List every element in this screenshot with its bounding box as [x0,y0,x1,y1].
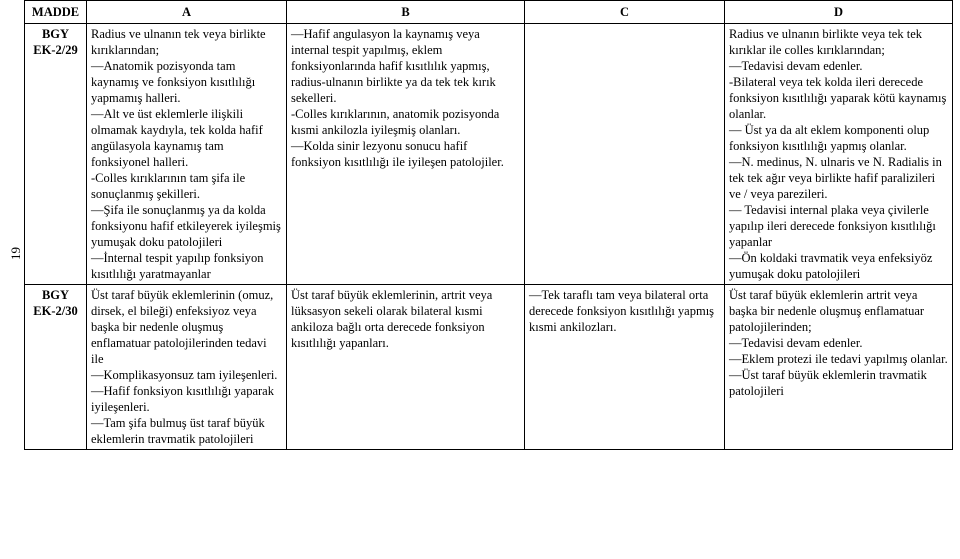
col-header-a: A [87,1,287,24]
table-header-row: MADDE A B C D [25,1,953,24]
cell-d: Üst taraf büyük eklemlerin artrit veya b… [725,285,953,450]
page: 19 MADDE A B C D BGYEK-2/29 Radius ve ul… [0,0,960,559]
cell-a: Radius ve ulnanın tek veya birlikte kırı… [87,24,287,285]
col-header-b: B [287,1,525,24]
cell-d: Radius ve ulnanın birlikte veya tek tek … [725,24,953,285]
cell-madde: BGYEK-2/29 [25,24,87,285]
col-header-c: C [525,1,725,24]
side-page-number: 19 [8,247,24,260]
col-header-madde: MADDE [25,1,87,24]
cell-c [525,24,725,285]
table-header: MADDE A B C D [25,1,953,24]
col-header-d: D [725,1,953,24]
table-body: BGYEK-2/29 Radius ve ulnanın tek veya bi… [25,24,953,450]
cell-b: —Hafif angulasyon la kaynamış veya inter… [287,24,525,285]
table-row: BGYEK-2/29 Radius ve ulnanın tek veya bi… [25,24,953,285]
regulation-table: MADDE A B C D BGYEK-2/29 Radius ve ulnan… [24,0,953,450]
cell-c: —Tek taraflı tam veya bilateral orta der… [525,285,725,450]
cell-b: Üst taraf büyük eklemlerinin, artrit vey… [287,285,525,450]
table-row: BGYEK-2/30 Üst taraf büyük eklemlerinin … [25,285,953,450]
cell-a: Üst taraf büyük eklemlerinin (omuz, dirs… [87,285,287,450]
cell-madde: BGYEK-2/30 [25,285,87,450]
